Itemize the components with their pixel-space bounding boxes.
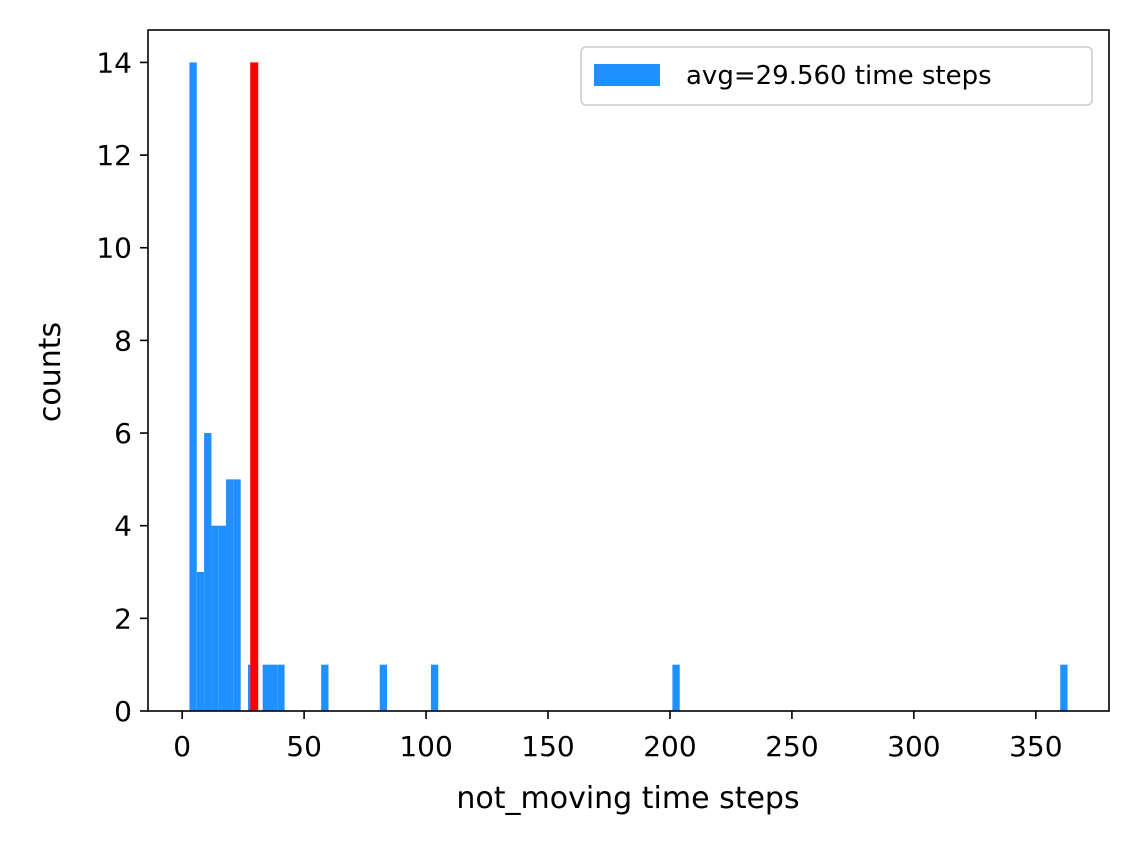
histogram-bar-13	[430, 664, 439, 711]
histogram-bar-12	[379, 664, 388, 711]
x-tick-label: 350	[1009, 730, 1062, 763]
x-axis-label: not_moving time steps	[456, 781, 799, 816]
histogram-bar-14	[672, 664, 680, 711]
histogram-bar-8	[262, 664, 270, 711]
y-tick-label: 4	[114, 510, 132, 543]
histogram-bar-2	[204, 433, 212, 711]
y-tick-label: 2	[114, 602, 132, 635]
legend-entry-label: avg=29.560 time steps	[686, 61, 992, 91]
x-tick-label: 250	[765, 730, 818, 763]
y-tick-label: 6	[114, 417, 132, 450]
x-tick-label: 0	[173, 730, 191, 763]
histogram-bar-15	[1060, 664, 1068, 711]
histogram-bar-11	[321, 664, 329, 711]
histogram-bar-4	[218, 525, 227, 711]
x-tick-label: 150	[521, 730, 574, 763]
x-tick-label: 300	[887, 730, 940, 763]
x-tick-label: 200	[643, 730, 696, 763]
y-tick-label: 14	[96, 46, 132, 79]
y-tick-label: 0	[114, 695, 132, 728]
y-tick-label: 10	[96, 232, 132, 265]
plot-frame	[147, 29, 1110, 712]
x-axis-ticks: 0 50 100 150 200 250 300 350	[173, 711, 1063, 763]
y-tick-label: 8	[114, 324, 132, 357]
histogram-bar-3	[211, 525, 219, 711]
legend-swatch	[594, 64, 660, 86]
x-tick-label: 100	[399, 730, 452, 763]
legend-box	[580, 46, 1093, 106]
histogram-bar-6	[233, 479, 241, 711]
x-tick-label: 50	[286, 730, 322, 763]
histogram-bar-0	[189, 62, 197, 711]
histogram-bar-1	[196, 572, 205, 711]
bars-group	[189, 62, 1068, 711]
histogram-bar-10	[277, 664, 285, 711]
y-axis-ticks: 0 2 4 6 8 10 12 14	[96, 46, 148, 728]
histogram-bar-5	[226, 479, 234, 711]
y-axis-label: counts	[33, 322, 68, 422]
legend: avg=29.560 time steps	[580, 46, 1093, 106]
y-tick-label: 12	[96, 139, 132, 172]
histogram-bar-9	[269, 664, 278, 711]
